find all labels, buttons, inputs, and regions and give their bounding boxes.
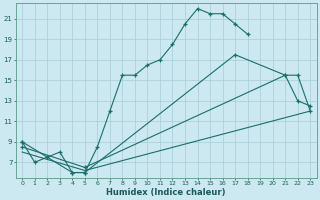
X-axis label: Humidex (Indice chaleur): Humidex (Indice chaleur) [107,188,226,197]
